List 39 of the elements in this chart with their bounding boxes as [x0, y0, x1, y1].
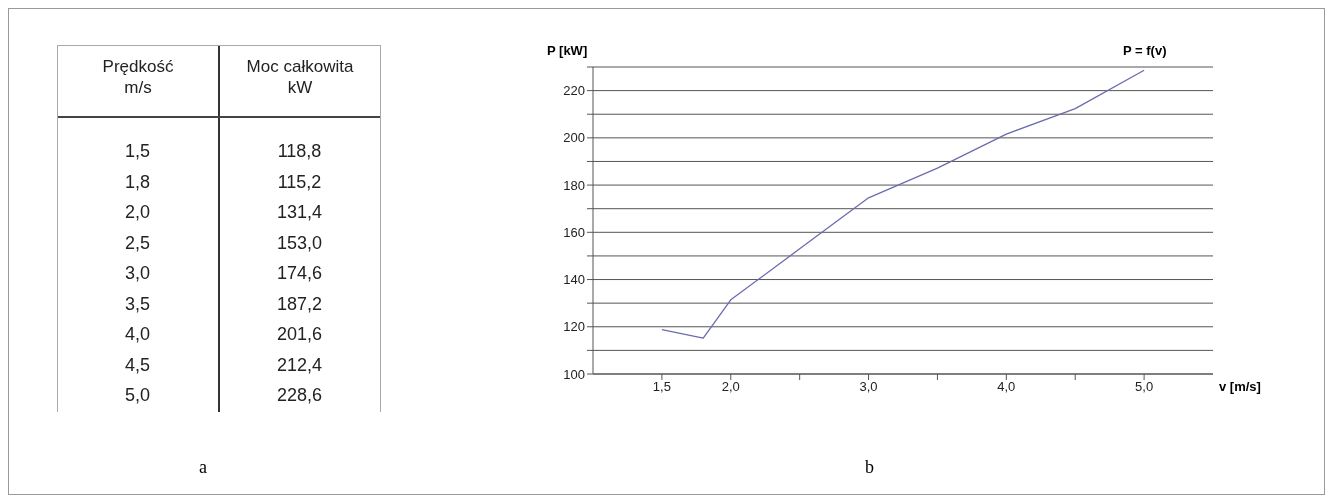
text: 4,5: [124, 353, 151, 377]
x-tick-label: 3,0: [859, 379, 878, 395]
text: 4,0: [124, 323, 151, 346]
y-tick-label: 120: [563, 319, 585, 335]
text: 153,0: [275, 231, 323, 255]
x-tick-label: 2,0: [721, 379, 740, 395]
text: m/s: [123, 77, 153, 98]
text: a: [199, 457, 207, 478]
text: Moc całkowita: [245, 56, 355, 77]
text: Prędkość: [101, 56, 175, 77]
y-tick-label: 100: [563, 366, 585, 382]
y-tick-label: 140: [563, 272, 585, 288]
text: P = f(v): [1123, 43, 1167, 58]
text: 3,5: [124, 292, 151, 316]
x-axis-title: v [m/s]: [1219, 379, 1261, 394]
y-axis-title: P [kW]: [547, 43, 588, 58]
x-tick-label: 4,0: [997, 379, 1016, 395]
x-tick-label: 5,0: [1135, 379, 1154, 395]
text: 201,6: [275, 323, 323, 346]
text: 187,2: [275, 292, 323, 316]
text: 212,4: [275, 353, 323, 377]
text: 3,0: [124, 262, 151, 285]
text: 1,5: [124, 140, 151, 163]
y-tick-label: 180: [563, 177, 585, 193]
line-series: [661, 69, 1145, 339]
text: 1,8: [124, 170, 151, 194]
text: 228,6: [275, 384, 323, 407]
text: 131,4: [275, 201, 323, 224]
text: 2,5: [124, 231, 151, 255]
text: 118,8: [276, 140, 323, 163]
text: 115,2: [276, 170, 323, 194]
text: 2,0: [124, 201, 151, 224]
y-tick-label: 200: [563, 130, 585, 146]
y-tick-label: 160: [563, 224, 585, 240]
x-tick-label: 1,5: [652, 379, 671, 395]
text: kW: [286, 77, 314, 98]
y-tick-label: 220: [563, 83, 585, 99]
text: b: [865, 457, 874, 478]
text: 174,6: [275, 262, 323, 285]
